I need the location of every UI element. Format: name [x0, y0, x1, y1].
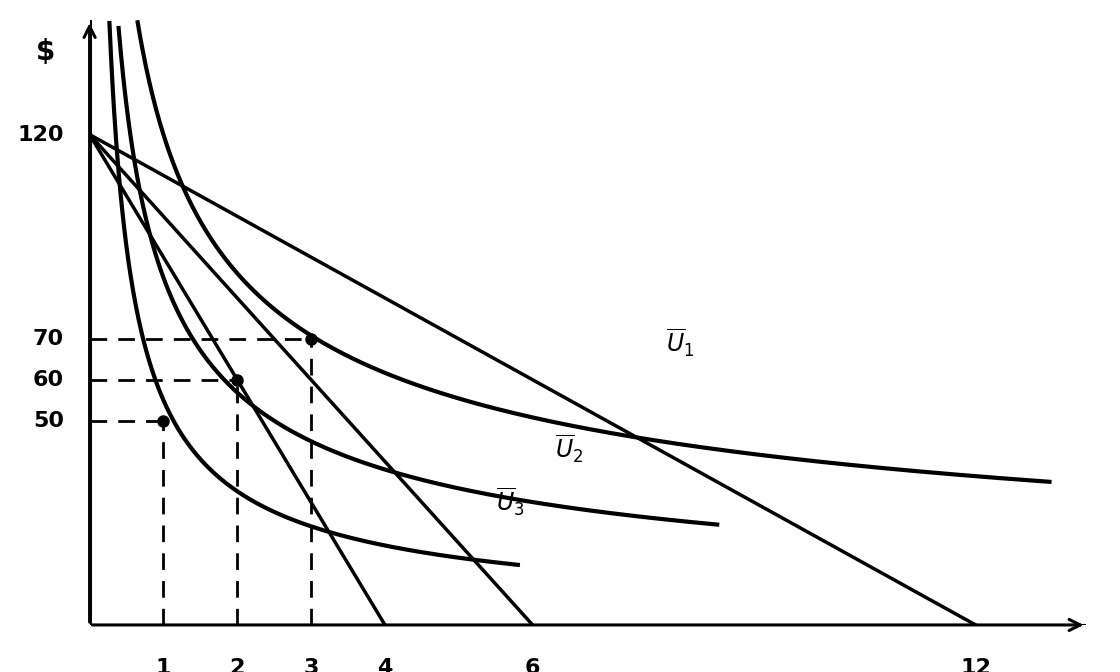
- Text: $: $: [36, 38, 55, 67]
- Text: 70: 70: [32, 329, 64, 349]
- Text: $\overline{U}_3$: $\overline{U}_3$: [496, 487, 524, 518]
- Text: 120: 120: [17, 124, 64, 144]
- Text: 3: 3: [304, 658, 319, 672]
- Text: 6: 6: [525, 658, 540, 672]
- Text: 60: 60: [32, 370, 64, 390]
- Text: $\overline{U}_2$: $\overline{U}_2$: [554, 433, 584, 465]
- Text: 50: 50: [32, 411, 64, 431]
- Text: 1: 1: [156, 658, 171, 672]
- Text: 4: 4: [377, 658, 393, 672]
- Text: 2: 2: [230, 658, 245, 672]
- Text: 12: 12: [960, 658, 991, 672]
- Text: $\overline{U}_1$: $\overline{U}_1$: [665, 327, 694, 359]
